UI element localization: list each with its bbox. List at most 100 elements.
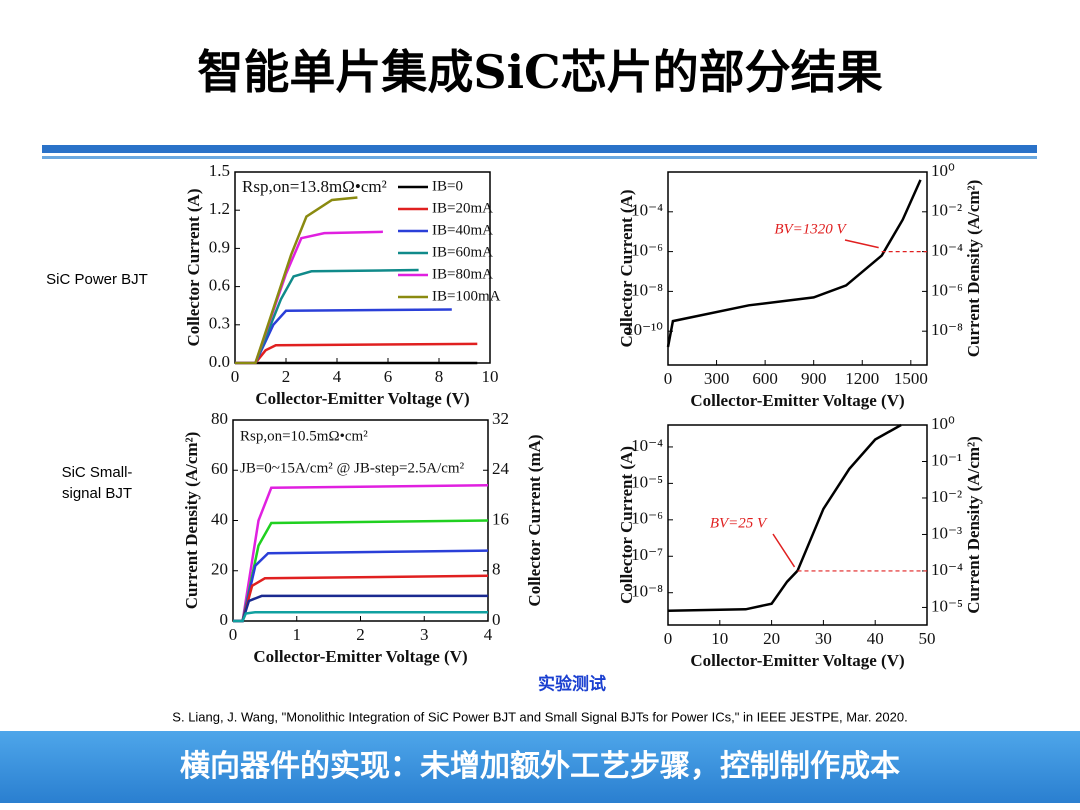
x-axis-label: Collector-Emitter Voltage (V) — [690, 391, 904, 410]
y2-tick-label: 16 — [492, 509, 509, 528]
y2-tick-label: 10⁰ — [931, 161, 955, 180]
marker-label: BV=25 V — [710, 515, 768, 531]
y2-tick-label: 10⁻³ — [931, 523, 962, 542]
y-tick-label: 0.0 — [209, 352, 230, 371]
x-tick-label: 0 — [229, 625, 238, 644]
legend-label: IB=100mA — [432, 288, 501, 304]
marker-label: BV=1320 V — [774, 221, 847, 237]
y-tick-label: 10⁻⁴ — [631, 201, 663, 220]
marker-arrow — [844, 239, 879, 249]
row-label: signal BJT — [62, 485, 132, 502]
series-line — [233, 610, 488, 623]
x-tick-label: 600 — [752, 369, 778, 388]
series-line — [233, 549, 489, 623]
annotation: JB=0~15A/cm² @ JB-step=2.5A/cm² — [240, 460, 465, 476]
y-tick-label: 10⁻⁵ — [631, 472, 663, 491]
y-tick-label: 0.9 — [209, 237, 230, 256]
title-rule — [42, 145, 1037, 153]
y-axis-label: Collector Current (A) — [184, 189, 203, 347]
legend-label: IB=0 — [432, 178, 463, 194]
slide-title: 智能单片集成SiC芯片的部分结果 — [197, 45, 882, 99]
x-tick-label: 0 — [231, 367, 240, 386]
y-tick-label: 0.6 — [209, 276, 230, 295]
y2-tick-label: 10⁻¹ — [931, 450, 962, 469]
x-tick-label: 40 — [867, 629, 884, 648]
x-tick-label: 10 — [482, 367, 499, 386]
plot-frame — [667, 171, 928, 366]
y2-axis-label: Current Density (A/cm²) — [964, 180, 983, 358]
x-axis-label: Collector-Emitter Voltage (V) — [690, 651, 904, 670]
y-tick-label: 10⁻⁸ — [631, 280, 663, 299]
x-tick-label: 300 — [704, 369, 730, 388]
x-tick-label: 30 — [815, 629, 832, 648]
x-axis-label: Collector-Emitter Voltage (V) — [255, 389, 469, 408]
x-tick-label: 3 — [420, 625, 429, 644]
y-tick-label: 60 — [211, 459, 228, 478]
x-tick-label: 900 — [801, 369, 827, 388]
x-tick-label: 4 — [484, 625, 493, 644]
y-axis-label: Current Density (A/cm²) — [182, 432, 201, 610]
y-tick-label: 0 — [220, 610, 229, 629]
footer-band — [0, 731, 1080, 803]
legend-label: IB=60mA — [432, 244, 493, 260]
footer-text: 横向器件的实现：未增加额外工艺步骤，控制制作成本 — [180, 749, 900, 784]
x-tick-label: 0 — [664, 629, 673, 648]
marker-arrow — [772, 533, 796, 568]
series-line — [233, 519, 489, 623]
y2-tick-label: 32 — [492, 409, 509, 428]
y2-tick-label: 10⁻⁵ — [931, 596, 963, 615]
x-tick-label: 50 — [919, 629, 936, 648]
charts: 0 2 4 6 8 100.00.30.60.91.21.5Collector-Emitt… — [182, 161, 983, 670]
legend-label: IB=20mA — [432, 200, 493, 216]
series-line — [235, 308, 452, 365]
x-tick-label: 2 — [356, 625, 365, 644]
y-tick-label: 10⁻⁴ — [631, 436, 663, 455]
y2-axis-label: Current Density (A/cm²) — [964, 436, 983, 614]
series-line — [235, 342, 478, 365]
y-tick-label: 10⁻⁷ — [631, 545, 663, 564]
x-axis-label: Collector-Emitter Voltage (V) — [253, 647, 467, 666]
annotation: Rsp,on=10.5mΩ•cm² — [240, 428, 368, 444]
citation: S. Liang, J. Wang, "Monolithic Integrati… — [172, 709, 907, 724]
y-tick-label: 40 — [211, 509, 228, 528]
y2-tick-label: 10⁻⁴ — [931, 560, 963, 579]
legend-label: IB=40mA — [432, 222, 493, 238]
series-line — [666, 179, 922, 348]
title-rule-thin — [42, 156, 1037, 159]
x-tick-label: 6 — [384, 367, 393, 386]
x-tick-label: 1200 — [845, 369, 879, 388]
series-line — [667, 423, 902, 612]
y2-tick-label: 10⁻⁴ — [931, 241, 963, 260]
x-tick-label: 1500 — [894, 369, 928, 388]
y2-tick-label: 8 — [492, 560, 501, 579]
x-tick-label: 8 — [435, 367, 444, 386]
caption: 实验测试 — [538, 673, 606, 693]
y-axis-label: Collector Current (A) — [617, 446, 636, 604]
y-tick-label: 1.2 — [209, 199, 230, 218]
x-tick-label: 0 — [664, 369, 673, 388]
y-tick-label: 10⁻⁶ — [631, 509, 663, 528]
y2-tick-label: 10⁻⁸ — [931, 320, 963, 339]
y-tick-label: 10⁻⁸ — [631, 582, 663, 601]
series-line — [235, 196, 358, 365]
x-tick-label: 20 — [763, 629, 780, 648]
y2-tick-label: 10⁰ — [931, 414, 955, 433]
series-line — [233, 574, 489, 623]
row-label: SiC Small- — [62, 464, 133, 481]
y-tick-label: 80 — [211, 409, 228, 428]
y2-axis-label: Collector Current (mA) — [525, 434, 544, 606]
row-label: SiC Power BJT — [46, 271, 148, 288]
plot-frame — [667, 424, 928, 626]
y-tick-label: 0.3 — [209, 314, 230, 333]
y-tick-label: 10⁻⁶ — [631, 241, 663, 260]
x-tick-label: 10 — [711, 629, 728, 648]
y-tick-label: 20 — [211, 560, 228, 579]
y2-tick-label: 10⁻⁶ — [931, 280, 963, 299]
legend-label: IB=80mA — [432, 266, 493, 282]
x-tick-label: 4 — [333, 367, 342, 386]
y2-tick-label: 10⁻² — [931, 487, 962, 506]
x-tick-label: 1 — [293, 625, 302, 644]
